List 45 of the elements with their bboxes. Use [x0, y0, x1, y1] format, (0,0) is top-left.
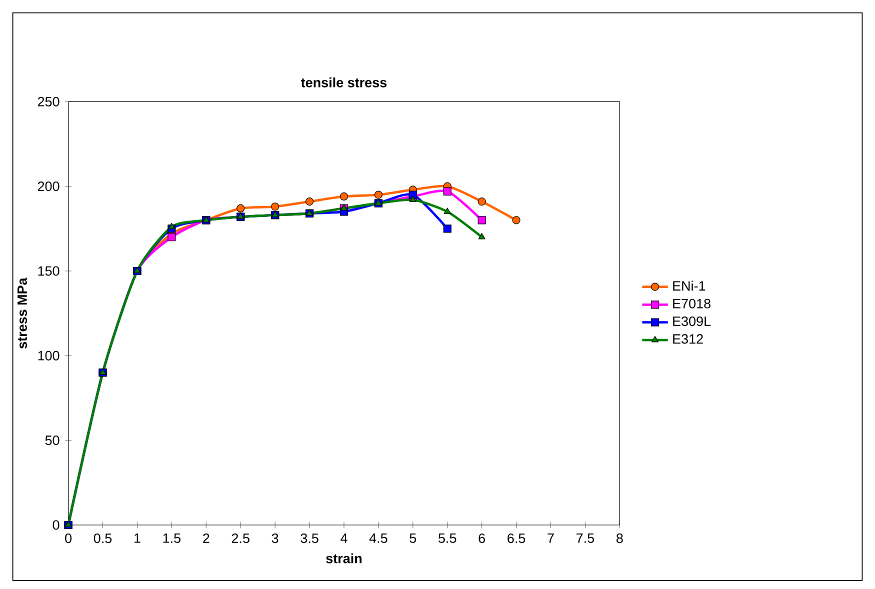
- point: [444, 208, 451, 214]
- x-tick-label: 2: [203, 533, 210, 543]
- legend-label: E309L: [673, 316, 711, 326]
- point: [236, 204, 245, 212]
- y-tick-label: 200: [38, 182, 60, 192]
- x-tick-label: 2.5: [232, 533, 250, 544]
- x-axis-title: strain: [326, 553, 362, 564]
- x-tick-label: 3: [272, 533, 278, 544]
- point: [512, 216, 520, 224]
- y-axis-title: stress MPa: [18, 278, 27, 348]
- x-tick-label: 0: [65, 533, 72, 544]
- x-tick-label: 5: [410, 533, 416, 543]
- point: [478, 216, 486, 224]
- y-tick-label: 0: [52, 520, 60, 530]
- x-tick-label: 7.5: [576, 533, 594, 543]
- point: [340, 192, 348, 201]
- point: [478, 233, 486, 240]
- x-tick-label: 0.5: [94, 533, 112, 544]
- point: [168, 222, 176, 230]
- x-tick-label: 7: [548, 533, 554, 543]
- x-tick-label: 5.5: [438, 533, 456, 543]
- y-tick-label: 100: [38, 350, 60, 360]
- x-tick-label: 3.5: [300, 533, 318, 544]
- point: [374, 190, 382, 199]
- point: [409, 196, 416, 202]
- legend-label: E312: [673, 334, 703, 344]
- legend-label: E7018: [673, 298, 710, 308]
- point: [271, 202, 280, 211]
- x-tick-label: 1: [134, 533, 140, 543]
- x-tick-label: 1.5: [163, 533, 180, 543]
- y-tick-label: 50: [45, 436, 60, 446]
- chart-title: tensile stress: [301, 77, 387, 88]
- point: [443, 224, 452, 233]
- x-tick-label: 4.5: [369, 533, 388, 543]
- x-tick-label: 6: [478, 533, 485, 544]
- y-tick-label: 150: [38, 266, 60, 276]
- point: [168, 233, 176, 242]
- x-tick-label: 4: [340, 533, 348, 543]
- point: [305, 198, 314, 206]
- legend-label: ENi-1: [673, 280, 706, 291]
- y-tick-label: 250: [38, 96, 60, 106]
- x-tick-label: 6.5: [508, 533, 526, 544]
- x-tick-label: 8: [616, 533, 623, 544]
- point: [443, 187, 452, 196]
- point: [478, 198, 486, 206]
